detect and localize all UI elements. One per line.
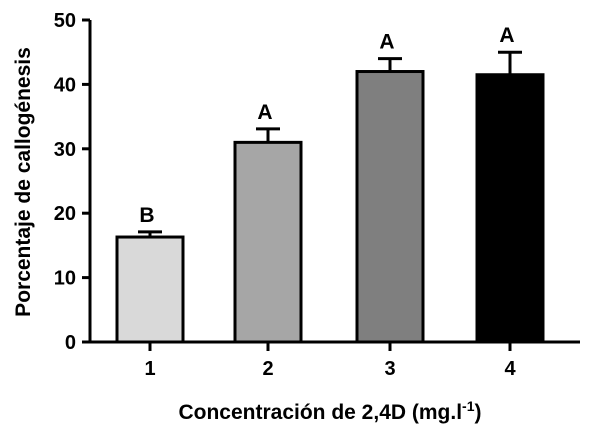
x-axis-label-main: Concentración de 2,4D (mg.l (178, 401, 462, 424)
y-tick-label: 30 (54, 139, 76, 161)
x-tick-label: 4 (504, 358, 516, 380)
y-tick-label: 50 (54, 10, 76, 32)
x-tick-label: 2 (262, 358, 273, 380)
group-labels: B A A A (139, 24, 514, 227)
y-tick-label: 0 (65, 332, 76, 354)
y-tick-label: 10 (54, 268, 76, 290)
y-axis-label: Porcentaje de callogénesis (12, 47, 35, 317)
y-tick-label: 20 (54, 203, 76, 225)
bars (115, 70, 545, 344)
group-label: A (499, 24, 514, 47)
bar (355, 70, 425, 344)
tick-labels: 0 10 20 30 40 50 1 2 3 4 (54, 10, 517, 380)
x-axis-label-suffix: ) (475, 401, 482, 424)
group-label: A (379, 31, 394, 54)
bar (233, 140, 303, 344)
x-axis-label-superscript: -1 (462, 398, 475, 414)
group-label: A (257, 101, 272, 124)
x-tick-label: 1 (144, 358, 155, 380)
bar (475, 73, 545, 344)
y-tick-label: 40 (54, 74, 76, 96)
x-axis-label: Concentración de 2,4D (mg.l-1) (178, 398, 481, 424)
x-tick-label: 3 (384, 358, 395, 380)
bar (115, 235, 185, 344)
group-label: B (139, 204, 154, 227)
error-bars (138, 50, 522, 238)
